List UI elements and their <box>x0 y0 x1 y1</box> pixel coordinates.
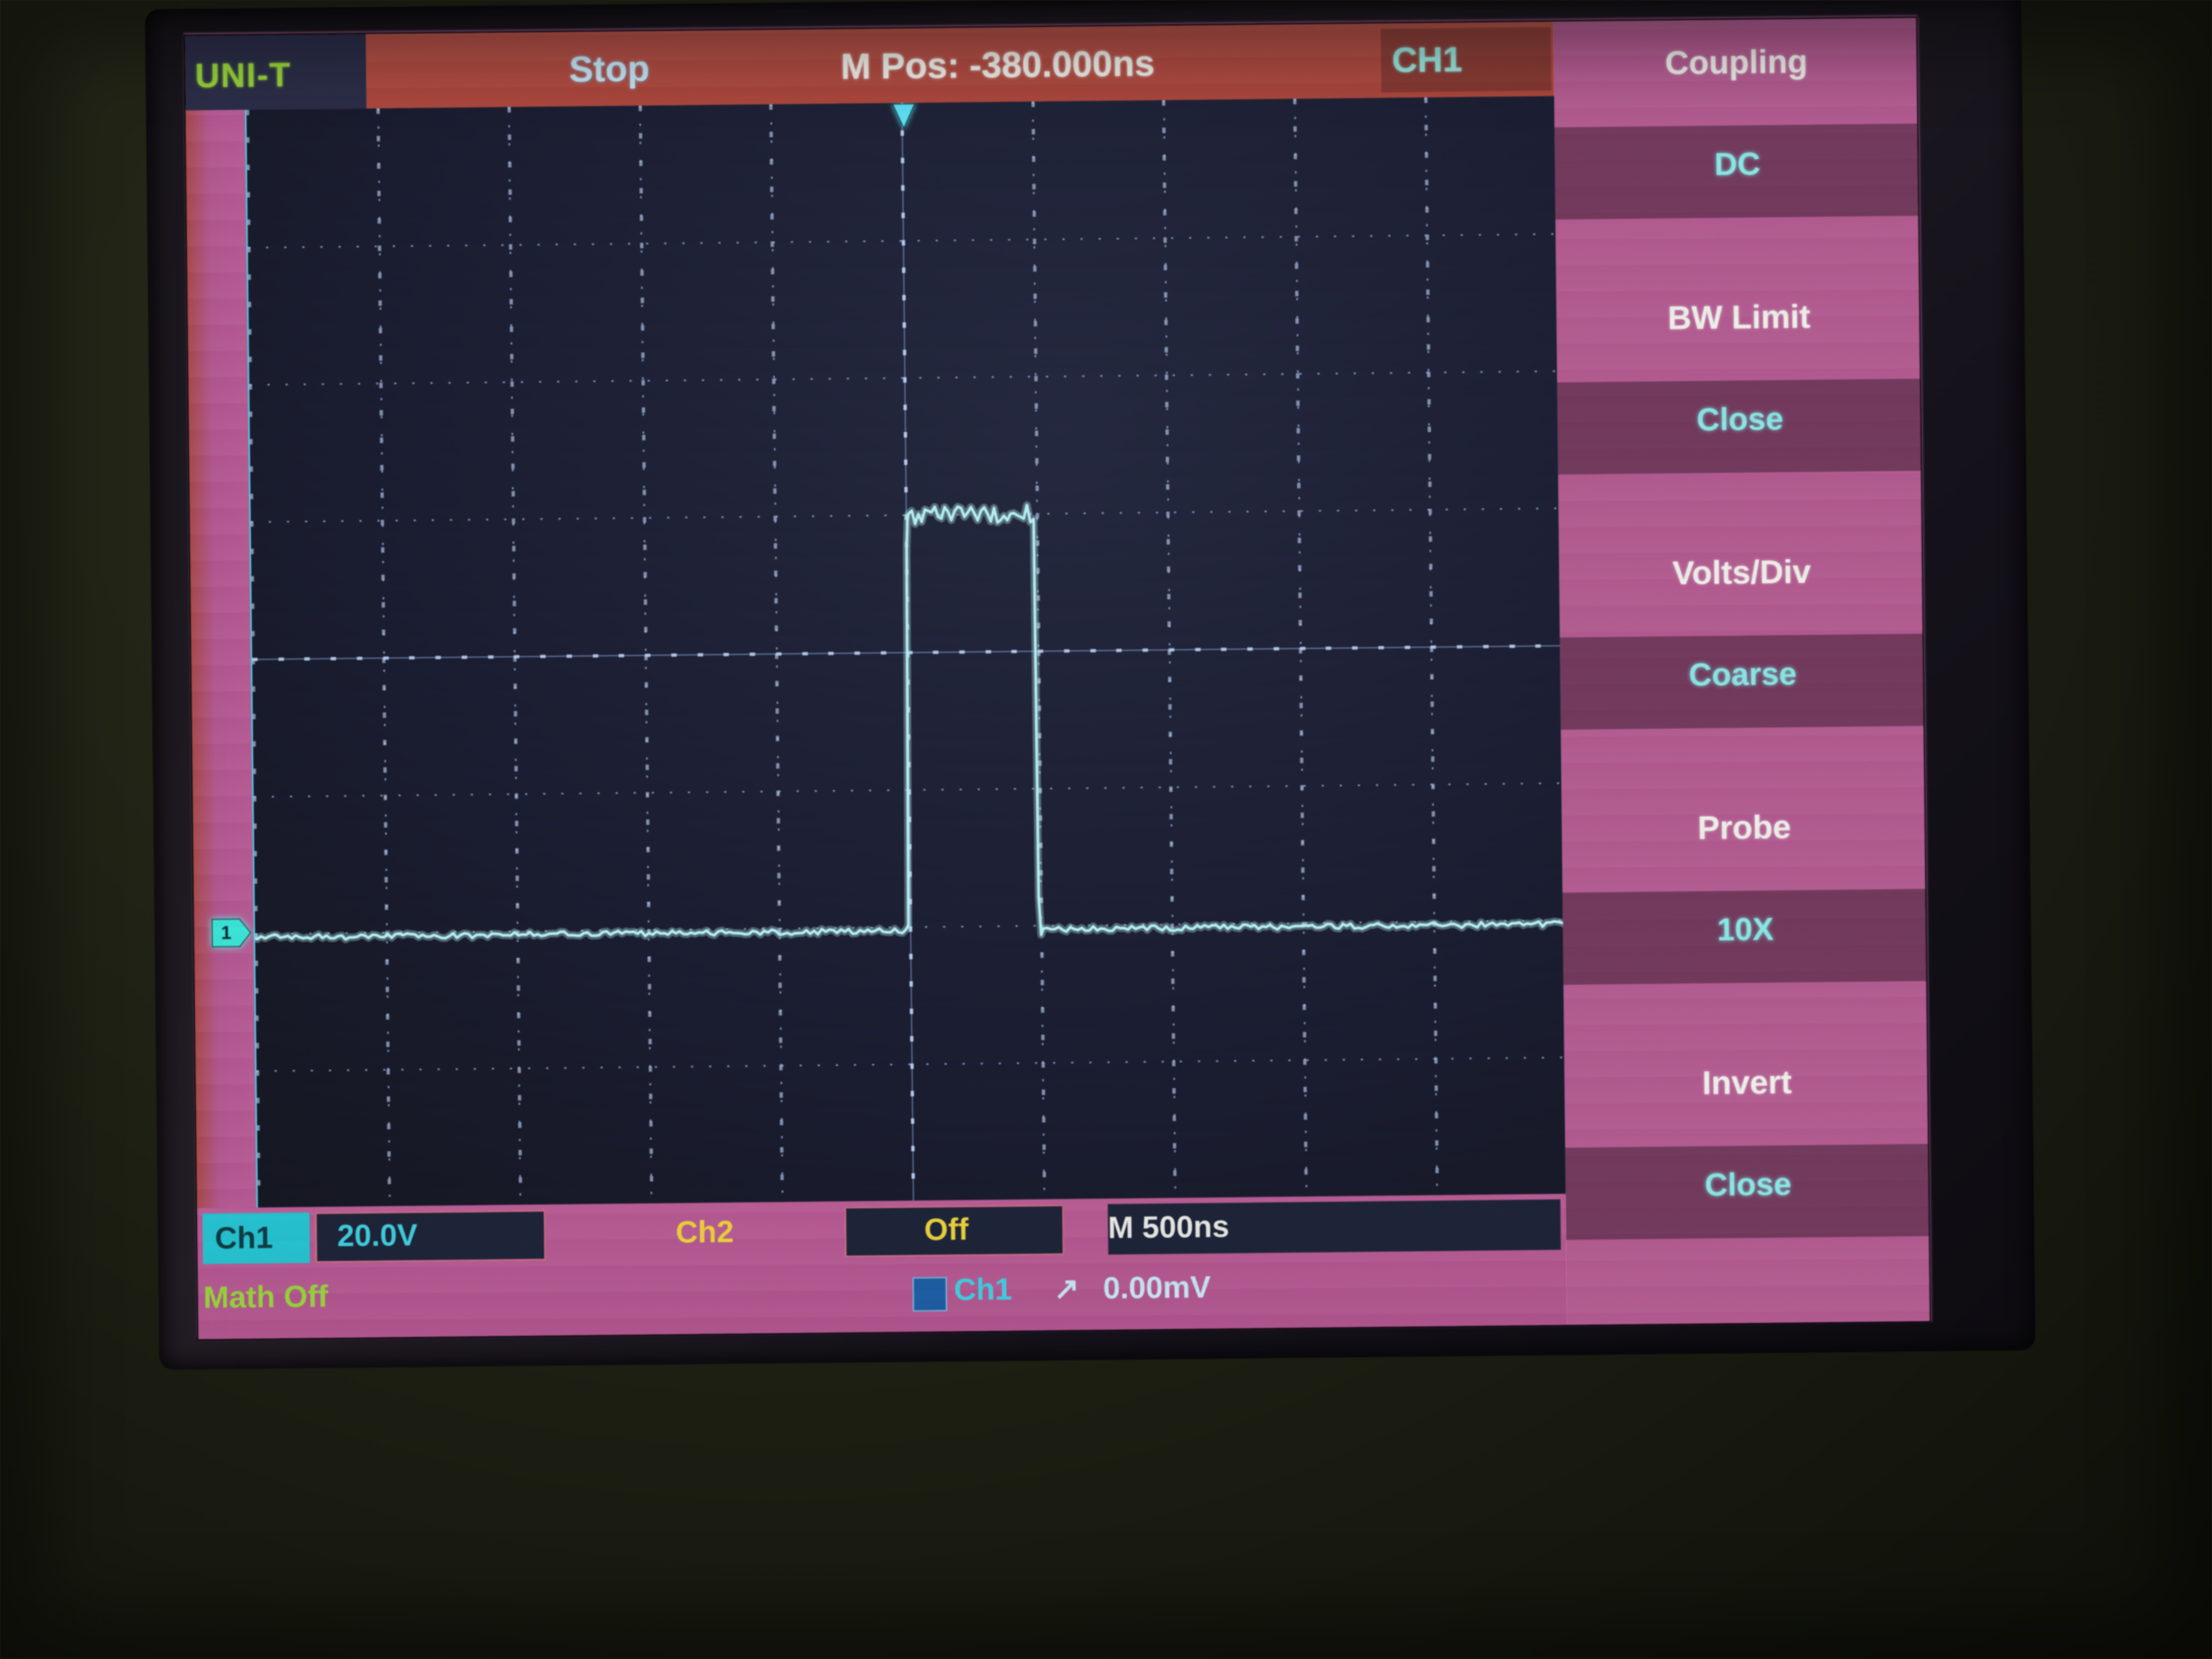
svg-text:1: 1 <box>221 922 232 943</box>
